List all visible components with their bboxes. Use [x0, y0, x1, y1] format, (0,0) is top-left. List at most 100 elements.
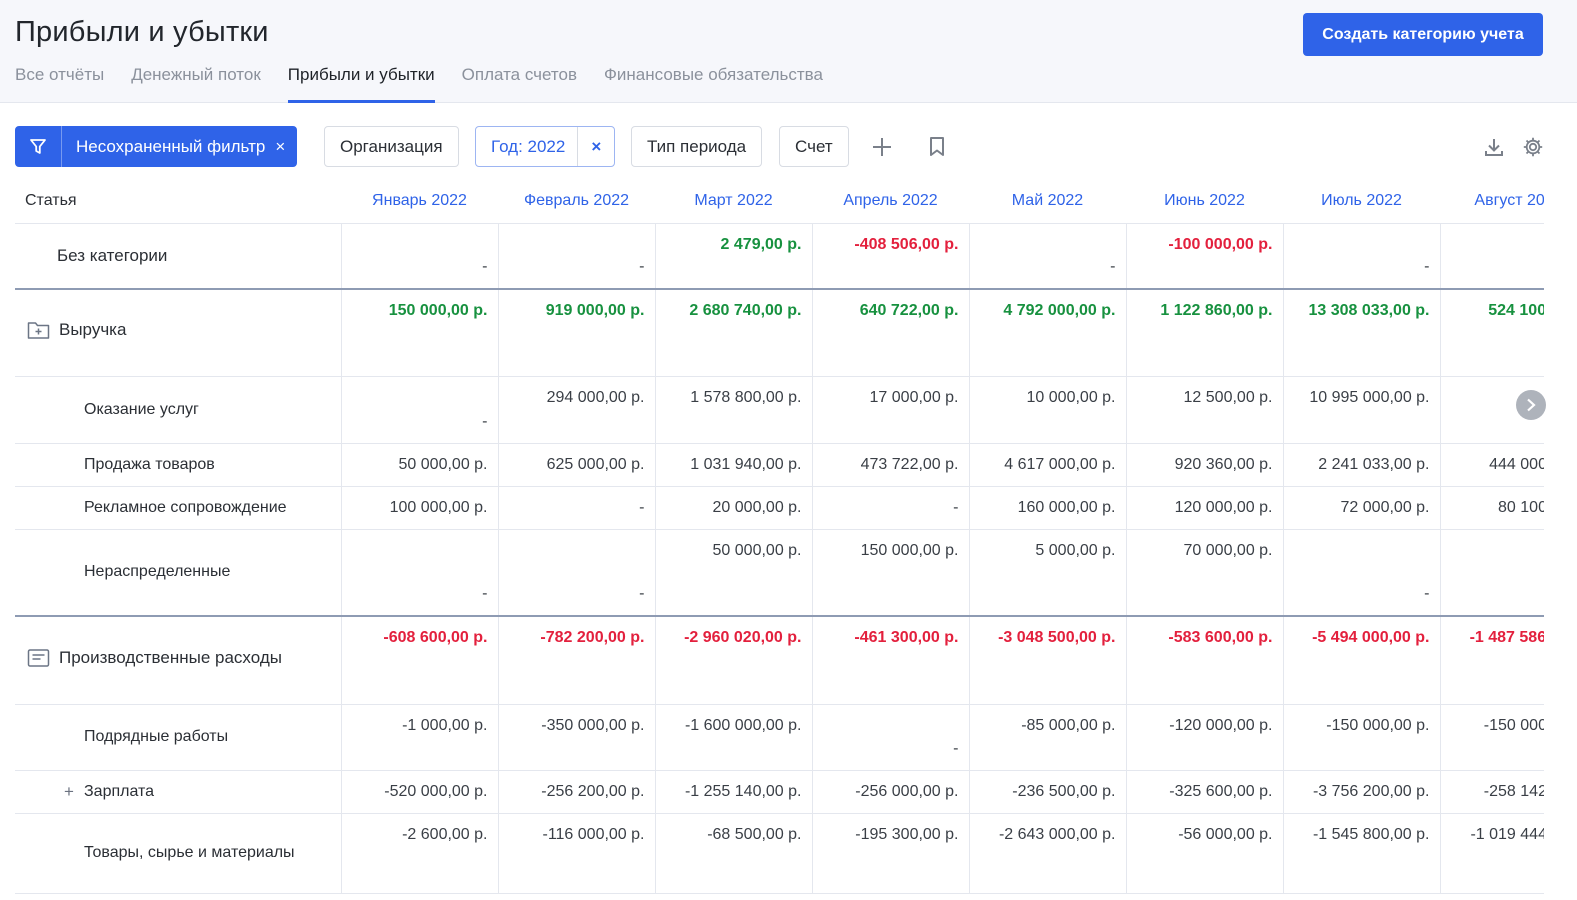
value-cell[interactable]: -2 643 000,00 р. — [968, 813, 1126, 894]
value-cell[interactable]: 50 000,00 р. — [340, 443, 498, 487]
table-row[interactable]: Без категории - -2 479,00 р. -408 506,00 р.… — [15, 223, 1544, 290]
column-header-month[interactable]: Июль 2022 — [1283, 180, 1440, 224]
value-cell[interactable]: - — [968, 223, 1126, 290]
table-row[interactable]: Выручка 150 000,00 р. 919 000,00 р. 2 680 7… — [15, 288, 1544, 377]
value-cell[interactable]: - — [497, 223, 655, 290]
value-cell[interactable]: - — [340, 529, 498, 617]
value-cell[interactable]: - — [811, 704, 969, 771]
column-header-month[interactable]: Март 2022 — [655, 180, 812, 224]
value-cell[interactable]: 13 308 033,00 р. — [1282, 288, 1440, 377]
value-cell[interactable]: -68 500,00 р. — [654, 813, 812, 894]
value-cell[interactable]: 72 000,00 р. — [1282, 486, 1440, 530]
create-category-button[interactable]: Создать категорию учета — [1303, 13, 1543, 56]
column-header-month[interactable]: Январь 2022 — [341, 180, 498, 224]
value-cell[interactable]: 5 000,00 р. — [968, 529, 1126, 617]
column-header-month[interactable]: Август 2022 — [1440, 180, 1544, 224]
value-cell[interactable]: -1 600 000,00 р. — [654, 704, 812, 771]
scroll-right-button[interactable] — [1516, 390, 1546, 420]
value-cell[interactable]: -236 500,00 р. — [968, 770, 1126, 814]
account-filter-chip[interactable]: Счет — [779, 126, 849, 167]
value-cell[interactable]: - — [1282, 223, 1440, 290]
value-cell[interactable]: 444 000,00 р. — [1439, 443, 1544, 487]
value-cell[interactable]: 640 722,00 р. — [811, 288, 969, 377]
table-row[interactable]: Рекламное сопровождение 100 000,00 р. -20 … — [15, 486, 1544, 530]
value-cell[interactable]: 70 000,00 р. — [1125, 529, 1283, 617]
table-row[interactable]: Товары, сырье и материалы -2 600,00 р. -11… — [15, 813, 1544, 894]
value-cell[interactable]: -408 506,00 р. — [811, 223, 969, 290]
value-cell[interactable]: 920 360,00 р. — [1125, 443, 1283, 487]
value-cell[interactable] — [1439, 529, 1544, 617]
table-row[interactable]: Производственные расходы -608 600,00 р. -7… — [15, 615, 1544, 705]
value-cell[interactable]: -56 000,00 р. — [1125, 813, 1283, 894]
value-cell[interactable]: -608 600,00 р. — [340, 615, 498, 705]
value-cell[interactable]: -3 756 200,00 р. — [1282, 770, 1440, 814]
value-cell[interactable]: -258 142,00 р. — [1439, 770, 1544, 814]
table-row[interactable]: Подрядные работы -1 000,00 р. -350 000,00 … — [15, 704, 1544, 771]
filter-clear-icon[interactable]: × — [275, 137, 286, 156]
year-filter-label[interactable]: Год: 2022 — [476, 127, 579, 166]
value-cell[interactable]: -256 200,00 р. — [497, 770, 655, 814]
table-row[interactable]: + Зарплата -520 000,00 р. -256 200,00 р. -1 … — [15, 770, 1544, 814]
organization-filter-chip[interactable]: Организация — [324, 126, 459, 167]
value-cell[interactable]: 50 000,00 р. — [654, 529, 812, 617]
add-icon[interactable] — [869, 134, 895, 160]
table-row[interactable]: Продажа товаров 50 000,00 р. 625 000,00 р.… — [15, 443, 1544, 487]
value-cell[interactable]: 20 000,00 р. — [654, 486, 812, 530]
value-cell[interactable]: -461 300,00 р. — [811, 615, 969, 705]
value-cell[interactable]: 4 617 000,00 р. — [968, 443, 1126, 487]
value-cell[interactable]: - — [340, 376, 498, 444]
column-header-month[interactable]: Февраль 2022 — [498, 180, 655, 224]
value-cell[interactable]: -120 000,00 р. — [1125, 704, 1283, 771]
value-cell[interactable]: -1 019 444,00 р. — [1439, 813, 1544, 894]
value-cell[interactable]: -150 000,00 р. — [1439, 704, 1544, 771]
value-cell[interactable]: - — [811, 486, 969, 530]
value-cell[interactable]: - — [340, 223, 498, 290]
value-cell[interactable]: 160 000,00 р. — [968, 486, 1126, 530]
column-header-month[interactable]: Июнь 2022 — [1126, 180, 1283, 224]
table-row[interactable]: Нераспределенные - -50 000,00 р. 150 000,00… — [15, 529, 1544, 617]
value-cell[interactable]: -100 000,00 р. — [1125, 223, 1283, 290]
value-cell[interactable]: 1 578 800,00 р. — [654, 376, 812, 444]
value-cell[interactable]: 100 000,00 р. — [340, 486, 498, 530]
value-cell[interactable]: -85 000,00 р. — [968, 704, 1126, 771]
tab-bill-payment[interactable]: Оплата счетов — [461, 65, 577, 84]
value-cell[interactable]: 1 031 940,00 р. — [654, 443, 812, 487]
value-cell[interactable]: 150 000,00 р. — [811, 529, 969, 617]
value-cell[interactable]: -583 600,00 р. — [1125, 615, 1283, 705]
value-cell[interactable]: 524 100,00 р. — [1439, 288, 1544, 377]
value-cell[interactable]: -2 600,00 р. — [340, 813, 498, 894]
value-cell[interactable] — [1439, 223, 1544, 290]
value-cell[interactable]: 625 000,00 р. — [497, 443, 655, 487]
value-cell[interactable]: 919 000,00 р. — [497, 288, 655, 377]
value-cell[interactable]: -150 000,00 р. — [1282, 704, 1440, 771]
value-cell[interactable]: 10 995 000,00 р. — [1282, 376, 1440, 444]
tab-all-reports[interactable]: Все отчёты — [15, 65, 105, 84]
value-cell[interactable]: -5 494 000,00 р. — [1282, 615, 1440, 705]
year-filter-chip[interactable]: Год: 2022 × — [475, 126, 616, 167]
value-cell[interactable]: 294 000,00 р. — [497, 376, 655, 444]
table-row[interactable]: Оказание услуг -294 000,00 р. 1 578 800,00… — [15, 376, 1544, 444]
profit-loss-table-container[interactable]: Статья Январь 2022 Февраль 2022 Март 202… — [15, 180, 1544, 900]
column-header-month[interactable]: Апрель 2022 — [812, 180, 969, 224]
value-cell[interactable]: 2 241 033,00 р. — [1282, 443, 1440, 487]
bookmark-icon[interactable] — [924, 134, 950, 160]
value-cell[interactable]: 17 000,00 р. — [811, 376, 969, 444]
value-cell[interactable]: -1 545 800,00 р. — [1282, 813, 1440, 894]
year-clear-icon[interactable]: × — [591, 137, 602, 156]
tab-cash-flow[interactable]: Денежный поток — [131, 65, 261, 84]
value-cell[interactable]: 80 100,00 р. — [1439, 486, 1544, 530]
value-cell[interactable]: -1 487 586,00 р. — [1439, 615, 1544, 705]
value-cell[interactable]: - — [1282, 529, 1440, 617]
value-cell[interactable]: 4 792 000,00 р. — [968, 288, 1126, 377]
value-cell[interactable]: -350 000,00 р. — [497, 704, 655, 771]
value-cell[interactable]: -195 300,00 р. — [811, 813, 969, 894]
expand-row-icon[interactable]: + — [64, 781, 74, 801]
value-cell[interactable]: -782 200,00 р. — [497, 615, 655, 705]
value-cell[interactable]: -256 000,00 р. — [811, 770, 969, 814]
tab-liabilities[interactable]: Финансовые обязательства — [604, 65, 823, 84]
value-cell[interactable]: 2 680 740,00 р. — [654, 288, 812, 377]
value-cell[interactable]: - — [497, 529, 655, 617]
tab-profit-loss[interactable]: Прибыли и убытки — [287, 62, 435, 103]
value-cell[interactable]: -3 048 500,00 р. — [968, 615, 1126, 705]
value-cell[interactable]: 150 000,00 р. — [340, 288, 498, 377]
